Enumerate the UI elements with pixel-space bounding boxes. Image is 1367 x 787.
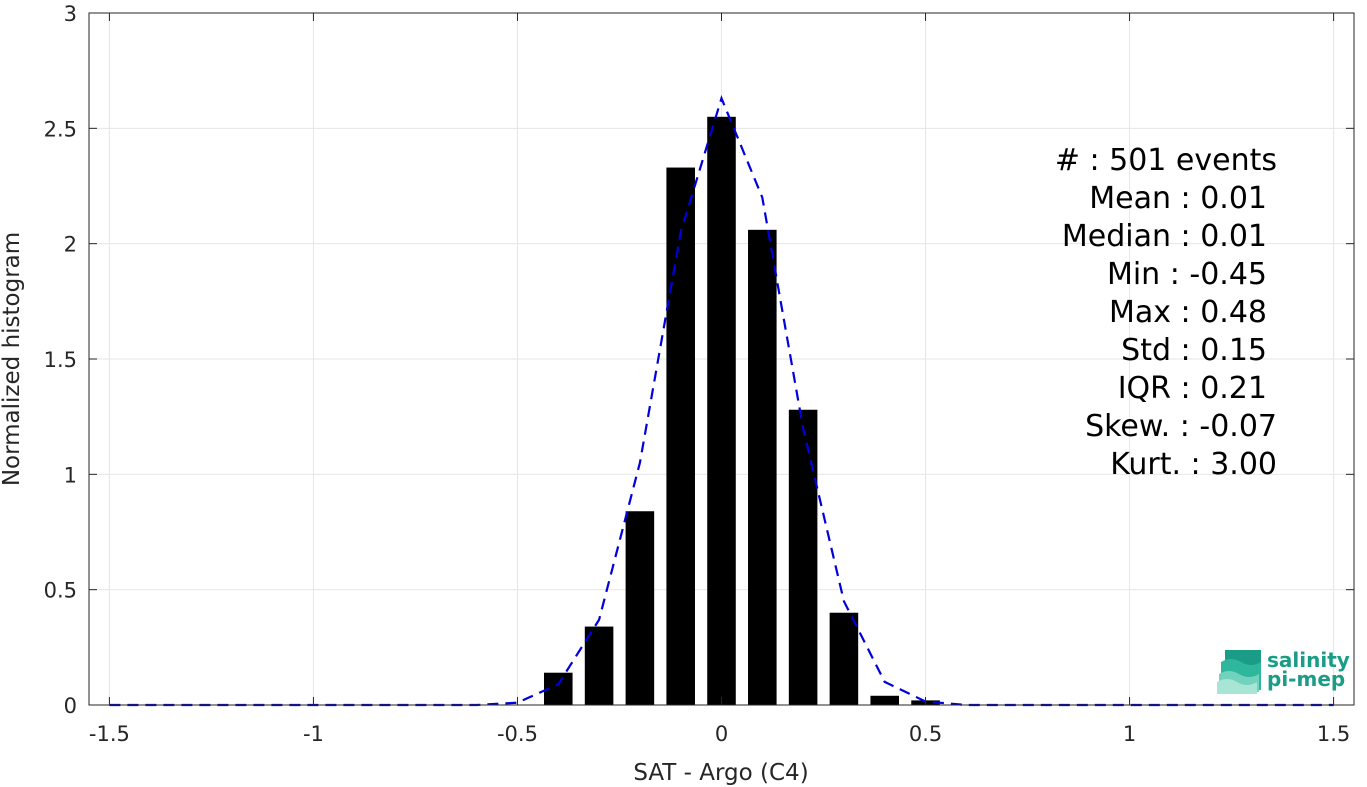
logo-text-salinity: salinity: [1267, 648, 1350, 672]
histogram-bar: [707, 116, 736, 706]
y-tick-label: 2: [64, 233, 77, 257]
x-tick-label: -1.5: [89, 722, 130, 746]
stats-line: Mean : 0.01: [1089, 181, 1267, 216]
stats-line: Median : 0.01: [1062, 219, 1267, 254]
histogram-bar: [748, 229, 777, 705]
x-tick-label: 1.5: [1317, 722, 1350, 746]
stats-line: Std : 0.15: [1121, 333, 1267, 368]
stats-line: # : 501 events: [1055, 143, 1277, 178]
x-tick-label: 1: [1123, 722, 1136, 746]
y-axis-ticks: 0 0.5 1 1.5 2 2.5 3: [44, 2, 1354, 718]
logo-text-pi-mep: pi-mep: [1267, 667, 1345, 691]
histogram-bar: [625, 511, 655, 705]
x-tick-label: 0.5: [909, 722, 942, 746]
histogram-bar: [788, 409, 818, 705]
y-tick-label: 0.5: [44, 579, 77, 603]
y-tick-label: 3: [64, 2, 77, 26]
stats-line: Min : -0.45: [1107, 257, 1267, 292]
salinity-pi-mep-logo: salinity pi-mep: [1217, 648, 1350, 694]
histogram-bar: [666, 167, 695, 706]
x-axis-ticks: -1.5 -1 -0.5 0 0.5 1 1.5: [89, 13, 1350, 746]
stats-line: Kurt. : 3.00: [1110, 447, 1277, 482]
histogram-bar: [870, 695, 900, 705]
x-tick-label: -0.5: [497, 722, 538, 746]
stats-line: IQR : 0.21: [1118, 371, 1267, 406]
y-tick-label: 2.5: [44, 117, 77, 141]
y-tick-label: 1.5: [44, 348, 77, 372]
y-tick-label: 0: [64, 694, 77, 718]
stats-line: Max : 0.48: [1109, 295, 1267, 330]
x-tick-label: -1: [303, 722, 324, 746]
x-tick-label: 0: [715, 722, 728, 746]
y-axis-label: Normalized histogram: [0, 232, 25, 486]
stats-line: Skew. : -0.07: [1085, 409, 1277, 444]
x-axis-label: SAT - Argo (C4): [633, 760, 808, 786]
histogram-bar: [584, 626, 614, 705]
y-tick-label: 1: [64, 463, 77, 487]
histogram-bar: [829, 612, 859, 705]
bars: [543, 116, 940, 706]
waves-icon: [1217, 650, 1261, 694]
